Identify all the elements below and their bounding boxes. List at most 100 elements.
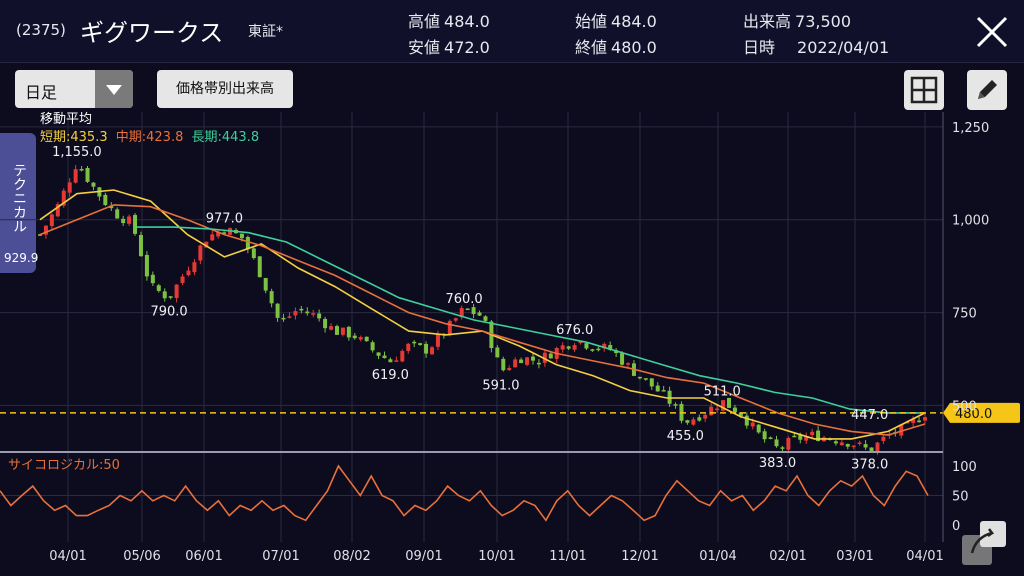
- candle-body: [572, 345, 577, 350]
- candle-body: [560, 345, 565, 350]
- technical-tab[interactable]: テクニカル 929.9: [0, 133, 38, 273]
- candle-body: [257, 256, 262, 278]
- candle-body: [305, 311, 310, 314]
- psycho-line: [0, 464, 929, 522]
- candle-body: [893, 432, 898, 434]
- candle-body: [614, 350, 619, 354]
- layout-grid-button[interactable]: [904, 70, 944, 110]
- high-price: 高値 484.0: [408, 12, 490, 31]
- candle-body: [174, 284, 179, 298]
- technical-tab-label: テクニカル: [11, 163, 27, 233]
- candle-body: [525, 357, 530, 365]
- expand-icon: [962, 521, 1006, 565]
- candle-body: [732, 407, 737, 413]
- candle-body: [299, 308, 304, 311]
- candle-body: [738, 412, 743, 416]
- candle-body: [85, 167, 90, 182]
- candle-body: [162, 291, 167, 299]
- candle-body: [584, 343, 589, 349]
- y-tick-label: 750: [952, 307, 977, 322]
- open-price: 始値 484.0: [575, 12, 657, 31]
- candle-body: [750, 422, 755, 427]
- volume-profile-button[interactable]: 価格帯別出来高: [157, 70, 293, 108]
- candle-body: [631, 363, 636, 376]
- candle-body: [768, 437, 773, 439]
- ma-line-short: [39, 189, 926, 440]
- candle-body: [156, 285, 161, 291]
- candle-body: [477, 312, 482, 316]
- candle-body: [548, 353, 553, 359]
- candle-body: [542, 352, 547, 363]
- grid-icon: [910, 76, 938, 104]
- candle-body: [691, 419, 696, 425]
- candle-body: [370, 342, 375, 351]
- x-tick-label: 04/01: [49, 549, 86, 564]
- x-tick-label: 05/06: [123, 549, 160, 564]
- candle-body: [887, 433, 892, 436]
- candle-body: [251, 248, 256, 259]
- x-tick-label: 10/01: [478, 549, 515, 564]
- candle-body: [709, 406, 714, 416]
- candle-body: [204, 241, 209, 248]
- candle-body: [655, 385, 660, 392]
- expand-button[interactable]: [958, 517, 1010, 569]
- candle-body: [780, 447, 785, 449]
- draw-button[interactable]: [967, 70, 1007, 110]
- price-annotation: 591.0: [482, 379, 519, 394]
- candle-body: [340, 327, 345, 335]
- candle-body: [875, 442, 880, 452]
- candle-body: [358, 337, 363, 340]
- candle-body: [863, 444, 868, 448]
- ma-mid-value: 中期:423.8: [115, 130, 184, 145]
- low-price: 安値 472.0: [408, 38, 490, 57]
- candle-body: [810, 431, 815, 436]
- candle-body: [465, 308, 470, 311]
- price-annotation: 511.0: [704, 384, 741, 399]
- candle-body: [394, 360, 399, 362]
- candle-body: [412, 341, 417, 344]
- candle-body: [911, 419, 916, 423]
- ma-legend-values: 短期:435.3 中期:423.8 長期:443.8: [40, 129, 259, 147]
- candle-body: [786, 437, 791, 450]
- candle-body: [845, 443, 850, 447]
- candle-body: [667, 390, 672, 404]
- candle-body: [263, 278, 268, 291]
- candle-body: [744, 415, 749, 426]
- candle-body: [578, 341, 583, 344]
- candle-body: [388, 359, 393, 363]
- candle-body: [269, 291, 274, 304]
- candle-body: [554, 348, 559, 359]
- candle-body: [121, 218, 126, 224]
- candle-body: [317, 313, 322, 319]
- candle-body: [61, 190, 66, 206]
- candle-body: [471, 307, 476, 315]
- candle-body: [91, 182, 96, 187]
- close-icon[interactable]: [972, 12, 1012, 52]
- candle-body: [281, 317, 286, 320]
- x-tick-label: 02/01: [769, 549, 806, 564]
- candle-body: [679, 403, 684, 421]
- volume: 出来高 73,500: [743, 12, 851, 31]
- candle-body: [210, 234, 215, 241]
- candle-body: [649, 378, 654, 387]
- candle-body: [447, 320, 452, 335]
- y-tick-label: 500: [952, 399, 977, 414]
- current-price-tag: [943, 402, 1020, 423]
- candle-body: [530, 356, 535, 361]
- candle-body: [138, 235, 143, 257]
- candle-body: [703, 414, 708, 419]
- candle-body: [608, 344, 613, 350]
- candle-body: [67, 182, 72, 193]
- candle-body: [198, 245, 203, 261]
- candle-body: [275, 303, 280, 318]
- datetime: 日時 2022/04/01: [743, 38, 890, 57]
- candle-body: [661, 390, 666, 392]
- ma-legend: 移動平均 短期:435.3 中期:423.8 長期:443.8: [40, 111, 259, 147]
- stock-code: (2375): [16, 21, 66, 39]
- candle-body: [673, 404, 678, 406]
- y-tick-label: 1,000: [952, 214, 989, 229]
- period-select[interactable]: 日足: [15, 70, 133, 108]
- candle-body: [869, 447, 874, 452]
- candle-body: [459, 308, 464, 318]
